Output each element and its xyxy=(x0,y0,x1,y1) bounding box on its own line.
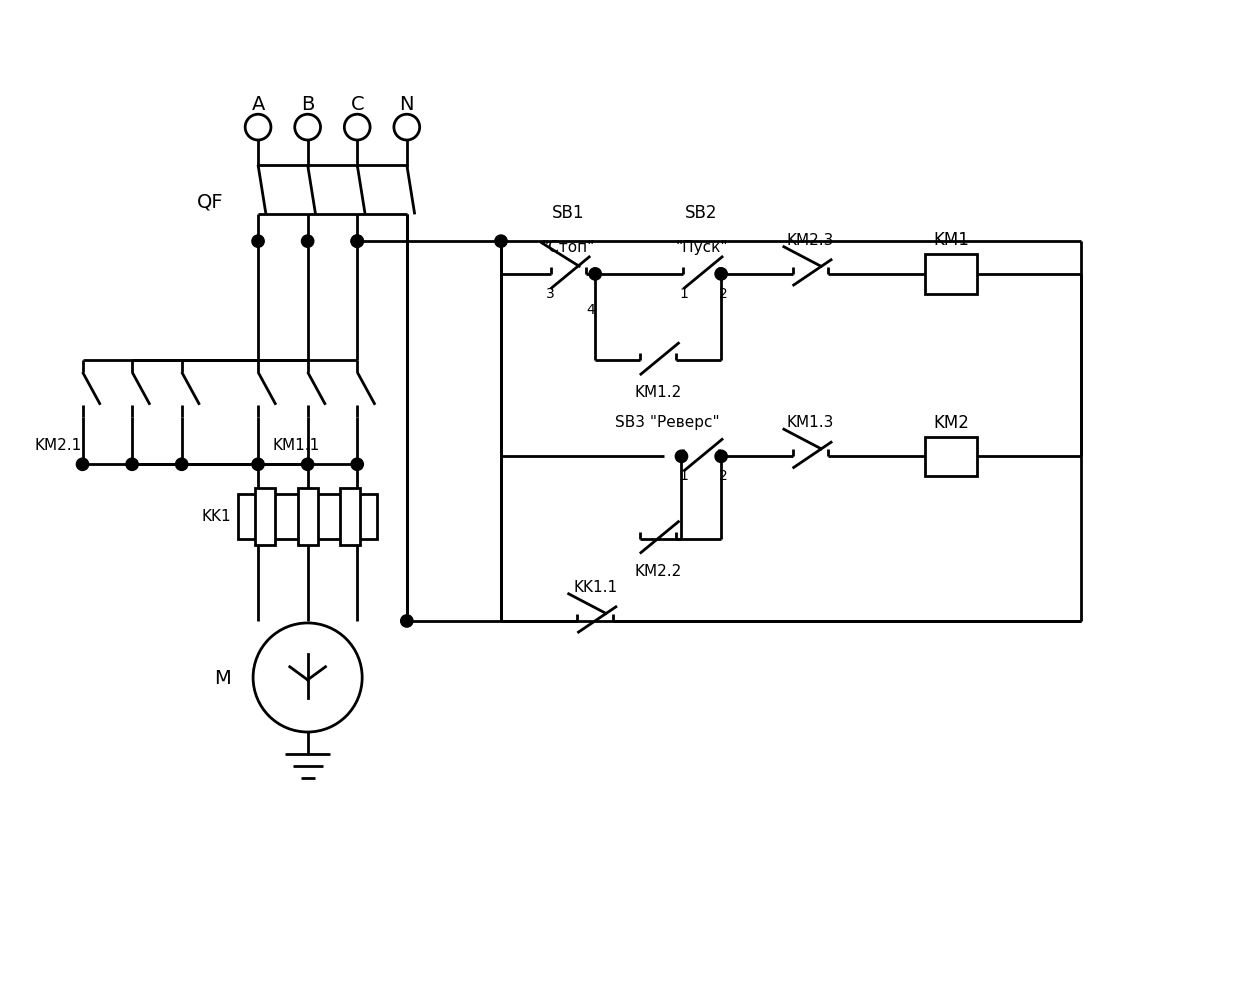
Text: C: C xyxy=(351,94,364,113)
Text: KK1.1: KK1.1 xyxy=(574,580,617,594)
Circle shape xyxy=(351,236,363,248)
Text: 4: 4 xyxy=(586,302,595,316)
Circle shape xyxy=(351,236,363,248)
Text: KM1: KM1 xyxy=(933,231,969,248)
Bar xyxy=(926,254,978,294)
Text: M: M xyxy=(214,668,232,687)
Text: SB2: SB2 xyxy=(685,204,717,223)
Text: A: A xyxy=(252,94,265,113)
Circle shape xyxy=(245,115,271,141)
Circle shape xyxy=(715,450,727,463)
Text: SB3 "Реверс": SB3 "Реверс" xyxy=(616,414,720,429)
Circle shape xyxy=(253,623,362,733)
Bar xyxy=(341,489,361,545)
Text: SB1: SB1 xyxy=(553,204,585,223)
Bar xyxy=(297,489,317,545)
Text: 1: 1 xyxy=(679,469,688,483)
Text: N: N xyxy=(399,94,414,113)
Circle shape xyxy=(715,268,727,280)
Circle shape xyxy=(494,236,507,248)
Circle shape xyxy=(400,615,413,627)
Text: KM1.3: KM1.3 xyxy=(787,414,834,429)
Text: KM2.3: KM2.3 xyxy=(787,233,834,248)
Text: 2: 2 xyxy=(719,469,727,483)
Text: "Пуск": "Пуск" xyxy=(675,240,727,254)
Text: KM1.1: KM1.1 xyxy=(273,437,320,452)
Circle shape xyxy=(301,458,313,471)
Text: "Стоп": "Стоп" xyxy=(541,240,595,254)
Circle shape xyxy=(77,458,89,471)
Text: KM2: KM2 xyxy=(933,414,969,431)
Circle shape xyxy=(301,236,313,248)
Circle shape xyxy=(126,458,139,471)
Text: QF: QF xyxy=(197,193,223,212)
Circle shape xyxy=(394,115,420,141)
Text: 1: 1 xyxy=(679,286,688,300)
Circle shape xyxy=(252,236,264,248)
Circle shape xyxy=(252,458,264,471)
Text: 3: 3 xyxy=(546,286,555,300)
Text: KM2.1: KM2.1 xyxy=(35,437,82,452)
Bar xyxy=(926,437,978,477)
Circle shape xyxy=(351,458,363,471)
Text: 2: 2 xyxy=(719,286,727,300)
Bar xyxy=(238,495,377,539)
Circle shape xyxy=(176,458,188,471)
Text: B: B xyxy=(301,94,315,113)
Circle shape xyxy=(675,450,688,463)
Bar xyxy=(255,489,275,545)
Circle shape xyxy=(295,115,321,141)
Text: KK1: KK1 xyxy=(202,509,232,524)
Circle shape xyxy=(344,115,370,141)
Text: KM1.2: KM1.2 xyxy=(634,385,681,400)
Circle shape xyxy=(589,268,601,280)
Text: KM2.2: KM2.2 xyxy=(634,564,681,579)
